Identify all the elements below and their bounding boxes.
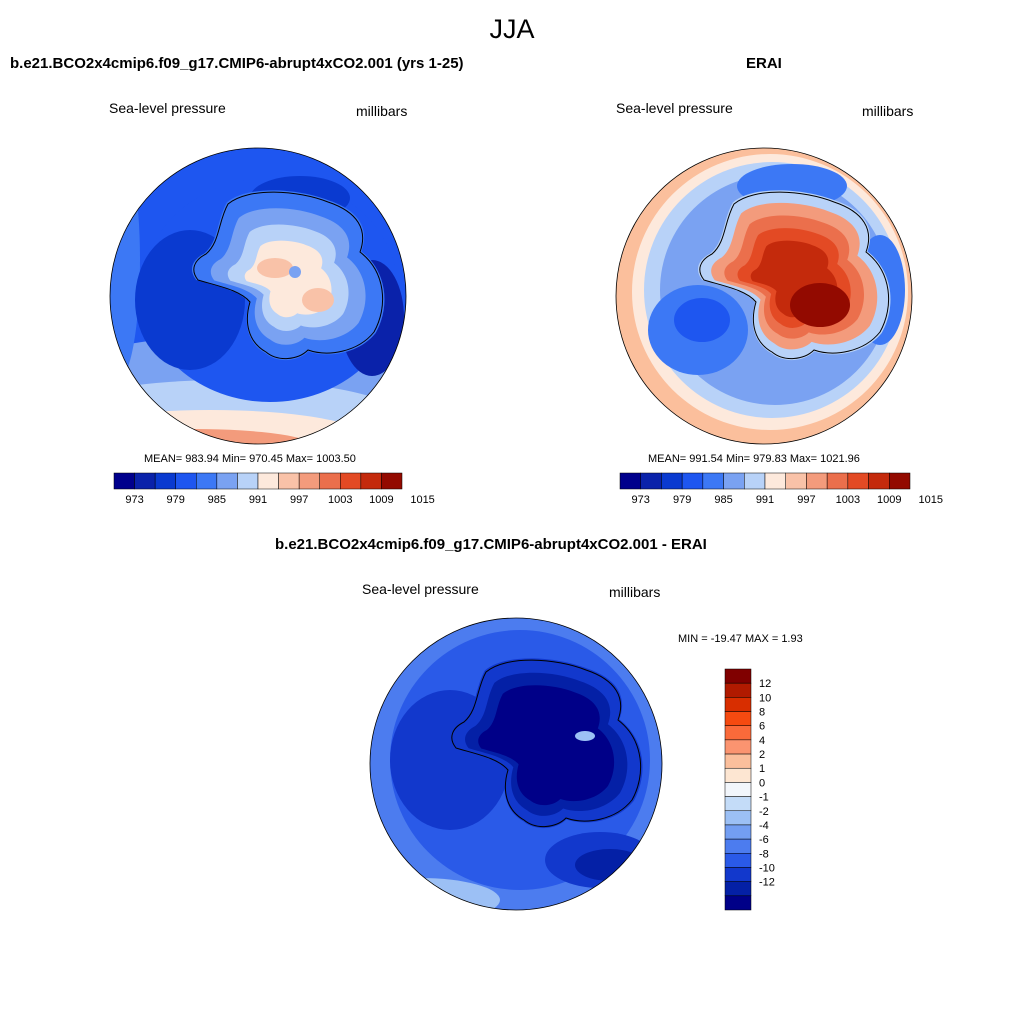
panel1-colorbar-box: [114, 473, 135, 489]
panel3-field-small-high: [575, 731, 595, 741]
panel2-colorbar-tick-label: 1003: [836, 494, 860, 506]
panel1-colorbar-tick-label: 973: [125, 494, 143, 506]
panel3-colorbar-box: [725, 669, 751, 683]
panel2-colorbar-box: [806, 473, 827, 489]
panel1-colorbar-box: [299, 473, 320, 489]
panel3-colorbar-tick-label: -12: [759, 877, 775, 889]
panel3-colorbar-box: [725, 712, 751, 726]
panel2-colorbar: 973 979 985 991 997 1003 1009 1015: [620, 473, 943, 506]
panel1-colorbar-box: [361, 473, 382, 489]
panel1-colorbar-box: [217, 473, 238, 489]
panel1-colorbar-box: [279, 473, 300, 489]
panel1-colorbar-tick-label: 979: [167, 494, 185, 506]
panel3-colorbar-tick-label: -1: [759, 792, 769, 804]
panel2-colorbar-box: [744, 473, 765, 489]
panel1-field-high-1: [257, 258, 293, 278]
panel3-colorbar-box: [725, 768, 751, 782]
panel3-field-edge-pink: [335, 901, 475, 929]
panel1-colorbar-box: [176, 473, 197, 489]
panel2-colorbar-tick-label: 979: [673, 494, 691, 506]
panel2-colorbar-tick-label: 985: [714, 494, 732, 506]
panel3-colorbar-tick-label: 2: [759, 749, 765, 761]
panel3-colorbar-box: [725, 740, 751, 754]
panel3-colorbar-tick-label: -4: [759, 820, 769, 832]
panel3-colorbar-box: [725, 683, 751, 697]
panel1-colorbar-box: [237, 473, 258, 489]
panel3-colorbar-tick-label: 6: [759, 721, 765, 733]
panel1-colorbar: 973 979 985 991 997 1003 1009 1015: [114, 473, 435, 506]
panel2-colorbar-box: [682, 473, 703, 489]
panel2-colorbar-tick-label: 997: [797, 494, 815, 506]
panel1-colorbar-box: [381, 473, 402, 489]
panel3-colorbar-box: [725, 782, 751, 796]
panel2-colorbar-box: [869, 473, 890, 489]
panel2-colorbar-tick-label: 973: [632, 494, 650, 506]
panel3-colorbar-box: [725, 839, 751, 853]
panel1-field-high-2: [302, 288, 334, 312]
panel2-colorbar-box: [724, 473, 745, 489]
panel3-colorbar-box: [725, 896, 751, 910]
panel3-colorbar-tick-label: -10: [759, 862, 775, 874]
panel3-colorbar-tick-label: 0: [759, 777, 765, 789]
panel1-colorbar-box: [258, 473, 279, 489]
panel2-colorbar-box: [848, 473, 869, 489]
panel2-colorbar-tick-label: 1009: [877, 494, 901, 506]
panel1-field-pole-dip: [289, 266, 301, 278]
panel3-colorbar-box: [725, 825, 751, 839]
panel1-colorbar-tick-label: 1009: [369, 494, 393, 506]
panel1-colorbar-box: [196, 473, 217, 489]
panel2-colorbar-box: [786, 473, 807, 489]
figure-canvas: 973 979 985 991 997 1003 1009 1015 973 979 985 991…: [0, 0, 1024, 1024]
panel1-colorbar-tick-label: 991: [249, 494, 267, 506]
panel2-colorbar-box: [641, 473, 662, 489]
panel3-colorbar-box: [725, 754, 751, 768]
panel3-colorbar-tick-label: 4: [759, 735, 765, 747]
panel1-colorbar-box: [155, 473, 176, 489]
panel2-colorbar-box: [827, 473, 848, 489]
panel2-colorbar-box: [889, 473, 910, 489]
panel1-colorbar-tick-label: 1015: [410, 494, 434, 506]
panel3-colorbar-box: [725, 797, 751, 811]
panel3-colorbar-tick-label: 12: [759, 678, 771, 690]
panel3-colorbar-tick-label: 1: [759, 763, 765, 775]
panel2-colorbar-box: [661, 473, 682, 489]
panel1-colorbar-tick-label: 997: [290, 494, 308, 506]
panel1-colorbar-tick-label: 1003: [328, 494, 352, 506]
panel3-colorbar-box: [725, 853, 751, 867]
panel1-map: [30, 140, 450, 465]
panel2-colorbar-tick-label: 1015: [918, 494, 942, 506]
panel3-colorbar-box: [725, 811, 751, 825]
panel3-colorbar-tick-label: 8: [759, 707, 765, 719]
panel3-colorbar-box: [725, 726, 751, 740]
panel3-colorbar-tick-label: -8: [759, 848, 769, 860]
panel2-colorbar-box: [620, 473, 641, 489]
panel2-colorbar-box: [703, 473, 724, 489]
panel3-colorbar-tick-label: -2: [759, 806, 769, 818]
panel2-map: [616, 148, 912, 444]
panel2-colorbar-box: [765, 473, 786, 489]
panel3-colorbar-tick-label: -6: [759, 834, 769, 846]
panel3-colorbar-box: [725, 697, 751, 711]
panel3-colorbar-tick-label: 10: [759, 692, 771, 704]
panel1-colorbar-box: [320, 473, 341, 489]
panel3-colorbar-box: [725, 882, 751, 896]
panel1-colorbar-box: [135, 473, 156, 489]
panel2-field-high-core: [790, 283, 850, 327]
panel2-field-low-core: [674, 298, 730, 342]
panel3-colorbar-box: [725, 867, 751, 881]
panel1-field-edge-salmon: [75, 429, 315, 465]
panel3-map: [335, 618, 662, 929]
panel1-colorbar-tick-label: 985: [208, 494, 226, 506]
panel2-colorbar-tick-label: 991: [756, 494, 774, 506]
panel3-field-edge-light: [340, 878, 500, 922]
panel1-colorbar-box: [340, 473, 361, 489]
